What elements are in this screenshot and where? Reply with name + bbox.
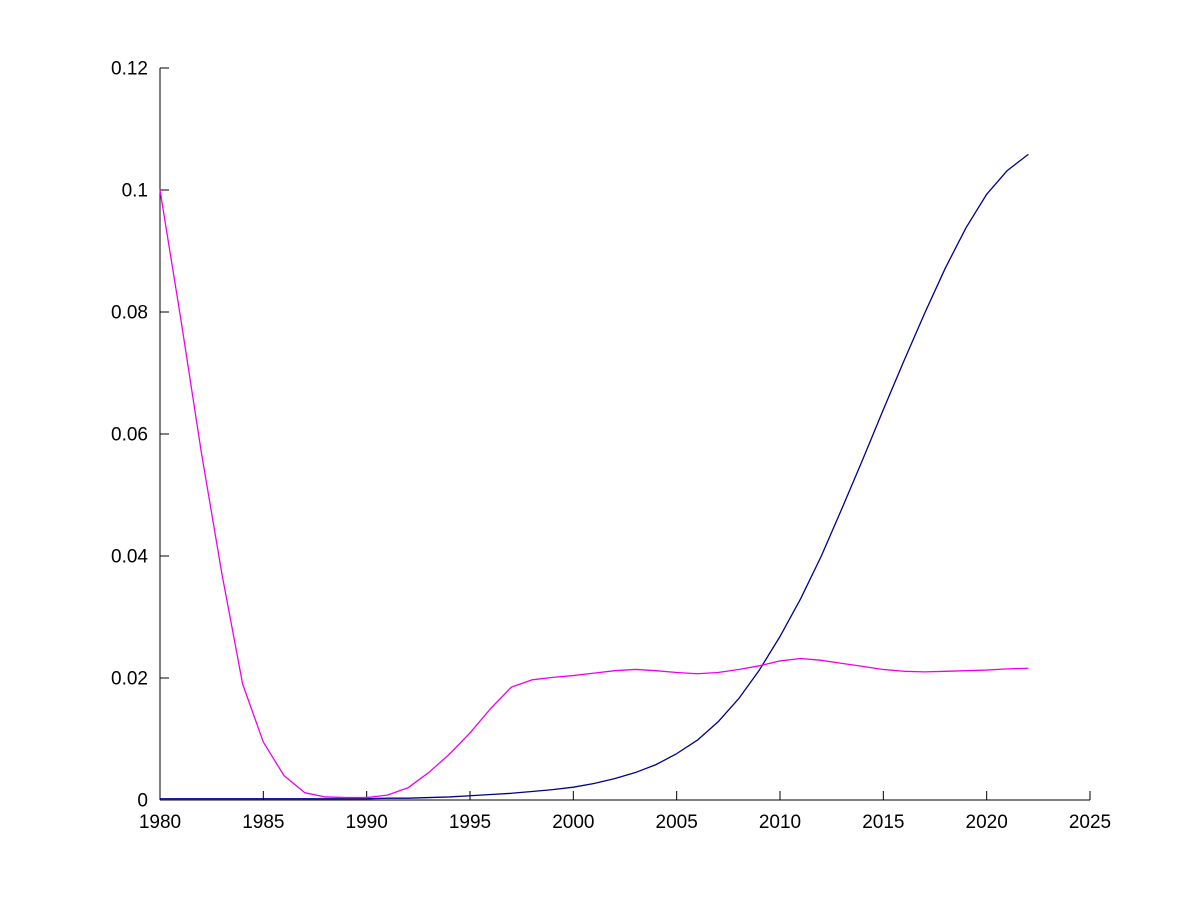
x-tick-label: 2025 <box>1069 812 1111 833</box>
y-tick-label: 0.02 <box>111 669 148 690</box>
x-tick-label: 1980 <box>139 812 181 833</box>
y-tick-label: 0 <box>137 791 148 812</box>
y-tick-label: 0.1 <box>122 181 148 202</box>
y-tick-label: 0.12 <box>111 59 148 80</box>
series-line-magenta-series <box>159 189 1029 799</box>
x-tick-label: 2000 <box>552 812 594 833</box>
x-tick-label: 2010 <box>759 812 801 833</box>
y-tick-label: 0.08 <box>111 303 148 324</box>
x-tick-label: 2015 <box>862 812 904 833</box>
x-tick-label: 2005 <box>656 812 698 833</box>
x-tick-label: 1985 <box>242 812 284 833</box>
x-tick-label: 1990 <box>346 812 388 833</box>
series-line-blue-series <box>159 153 1029 800</box>
x-tick-label: 1995 <box>449 812 491 833</box>
y-tick-label: 0.06 <box>111 425 148 446</box>
x-tick-label: 2020 <box>966 812 1008 833</box>
y-tick-label: 0.04 <box>111 547 148 568</box>
